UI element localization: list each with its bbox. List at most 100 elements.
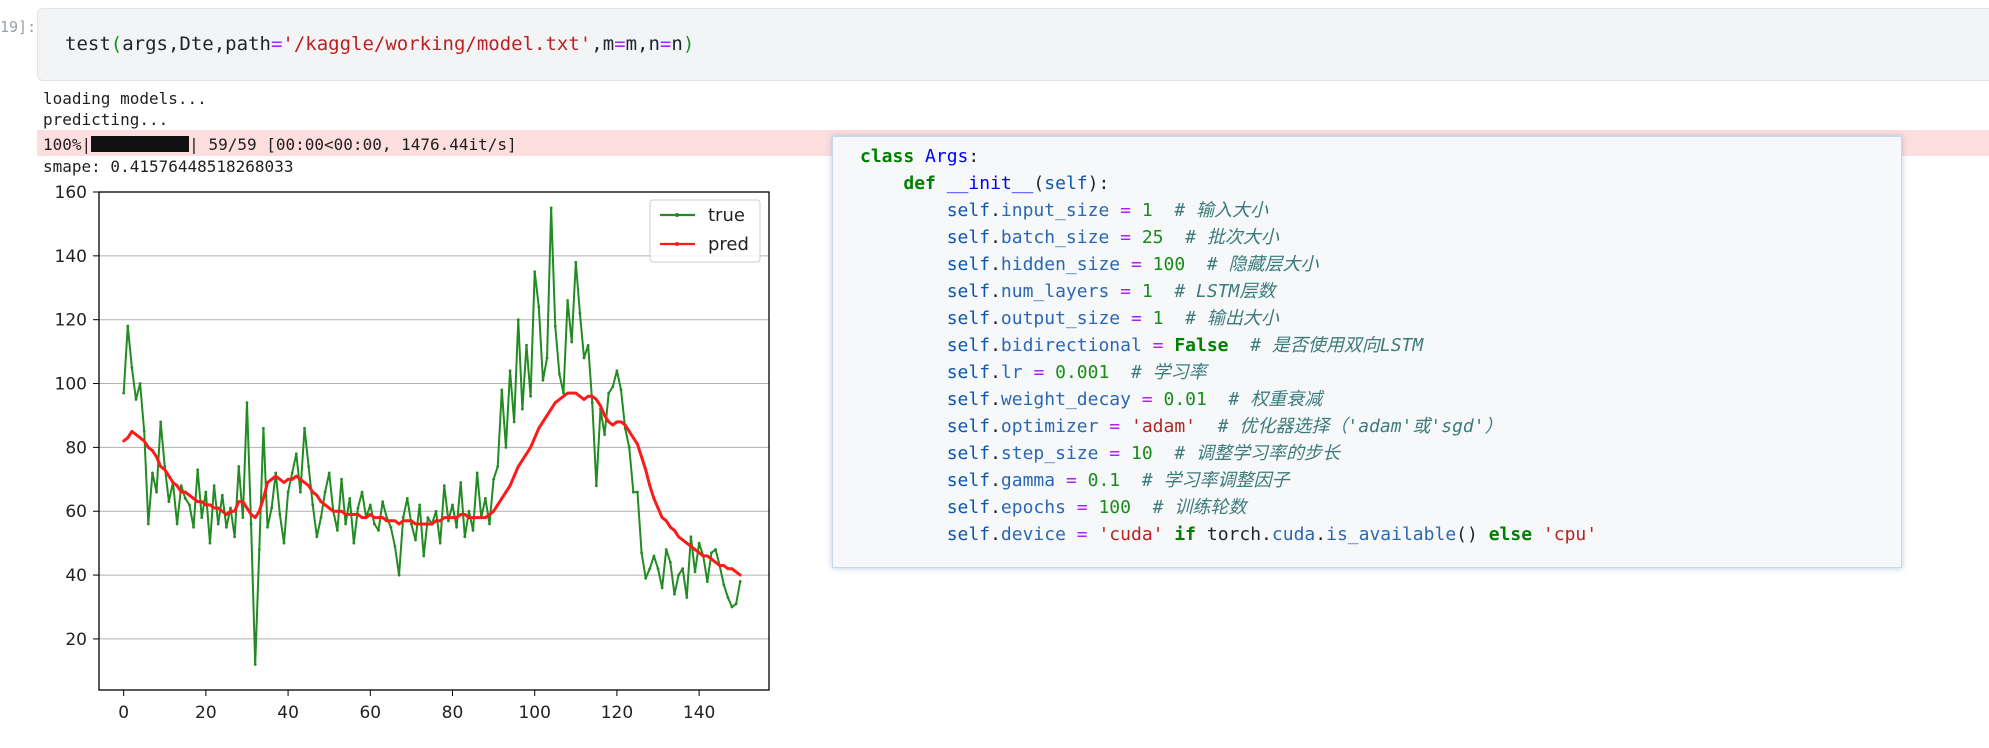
data-point-true xyxy=(385,516,389,520)
data-point-pred xyxy=(545,414,549,417)
data-point-pred xyxy=(738,573,742,577)
plot-frame xyxy=(98,191,770,691)
data-point-true xyxy=(656,567,660,571)
data-point-pred xyxy=(697,551,701,555)
equals-sign: = xyxy=(659,33,672,55)
data-point-pred xyxy=(323,503,327,507)
x-tick-label: 80 xyxy=(442,703,464,723)
data-point-true xyxy=(294,452,298,456)
m-argument: ,m xyxy=(591,33,615,55)
data-point-pred xyxy=(405,519,409,523)
data-point-pred xyxy=(442,516,446,520)
data-point-pred xyxy=(336,509,339,513)
data-point-true xyxy=(188,503,191,507)
data-point-pred xyxy=(603,414,606,417)
data-point-pred xyxy=(488,513,491,516)
data-point-true xyxy=(377,528,380,532)
data-point-true xyxy=(463,535,467,539)
data-point-true xyxy=(594,484,598,488)
y-tick-label: 40 xyxy=(65,566,87,586)
data-point-pred xyxy=(541,420,545,424)
data-point-pred xyxy=(142,439,146,443)
data-point-pred xyxy=(730,567,734,571)
data-point-true xyxy=(471,528,475,532)
code-line-7: self.output_size = 1 # 输出大小 xyxy=(946,308,1279,329)
data-point-pred xyxy=(385,519,389,523)
data-point-pred xyxy=(381,516,385,520)
data-point-pred xyxy=(475,516,479,520)
data-point-pred xyxy=(652,497,656,500)
code-input-cell[interactable]: test(args,Dte,path='/kaggle/working/mode… xyxy=(37,8,1989,81)
data-point-true xyxy=(582,356,586,360)
x-tick-label: 20 xyxy=(195,703,217,723)
data-point-pred xyxy=(229,509,232,513)
code-line-8: self.bidirectional = False # 是否使用双向LSTM xyxy=(946,335,1424,356)
data-point-true xyxy=(615,369,619,373)
data-point-pred xyxy=(319,500,323,504)
data-point-pred xyxy=(714,560,717,564)
data-point-true xyxy=(673,592,676,596)
data-point-true xyxy=(508,369,512,373)
data-point-true xyxy=(245,401,249,405)
function-name: test xyxy=(65,33,111,55)
data-point-pred xyxy=(430,522,434,526)
data-point-true xyxy=(689,535,693,539)
data-point-true xyxy=(225,525,228,529)
data-point-pred xyxy=(533,436,537,440)
data-point-true xyxy=(570,340,574,344)
data-point-pred xyxy=(414,522,417,526)
data-point-true xyxy=(693,570,697,574)
data-point-true xyxy=(179,484,183,488)
data-point-true xyxy=(512,420,516,424)
data-point-pred xyxy=(636,442,639,446)
data-point-pred xyxy=(151,449,154,452)
data-point-true xyxy=(409,522,413,526)
data-point-pred xyxy=(578,394,582,398)
data-point-true xyxy=(401,516,405,520)
data-point-pred xyxy=(459,513,463,516)
data-point-true xyxy=(504,445,508,449)
data-point-true xyxy=(299,490,302,494)
data-point-pred xyxy=(294,474,298,478)
data-point-true xyxy=(557,372,561,376)
data-point-pred xyxy=(245,506,249,510)
data-point-pred xyxy=(553,401,557,405)
data-point-true xyxy=(241,516,245,520)
data-point-true xyxy=(303,426,306,430)
code-line-12: self.step_size = 10 # 调整学习率的步长 xyxy=(946,443,1341,464)
data-point-pred xyxy=(668,525,672,529)
tick-layer: 20 40 60 80 100 120 140 160 0 20 40 60 80 100 120 140 xyxy=(55,183,716,723)
data-point-pred xyxy=(574,391,578,395)
data-point-pred xyxy=(529,445,532,449)
x-tick-label: 40 xyxy=(277,703,299,723)
data-point-true xyxy=(327,471,331,475)
input-code-line: test(args,Dte,path='/kaggle/working/mode… xyxy=(65,33,694,55)
data-point-true xyxy=(393,544,397,548)
data-point-pred xyxy=(463,513,467,516)
data-point-true xyxy=(446,519,450,523)
equals-sign: = xyxy=(270,33,283,55)
data-point-true xyxy=(126,324,130,328)
data-point-pred xyxy=(270,477,274,481)
data-point-pred xyxy=(590,394,594,398)
data-point-pred xyxy=(512,474,516,478)
data-point-pred xyxy=(520,458,524,462)
data-point-true xyxy=(159,420,163,424)
data-point-true xyxy=(722,583,726,587)
legend-true-label: true xyxy=(708,205,745,226)
data-point-true xyxy=(459,481,463,484)
data-point-pred xyxy=(718,564,722,567)
data-point-true xyxy=(208,541,212,545)
data-point-pred xyxy=(451,516,454,520)
code-line-11: self.optimizer = 'adam' # 优化器选择（'adam'或'… xyxy=(946,416,1503,437)
code-line-1: class Args: xyxy=(860,146,980,167)
progress-percent: 100%| xyxy=(43,135,92,154)
path-string: '/kaggle/working/model.txt' xyxy=(282,33,592,55)
data-point-pred xyxy=(644,468,648,472)
data-point-pred xyxy=(200,500,204,504)
data-point-true xyxy=(611,385,615,389)
data-point-true xyxy=(422,554,426,558)
data-point-pred xyxy=(356,513,360,516)
data-point-pred xyxy=(586,394,590,398)
legend-pred-label: pred xyxy=(708,234,749,255)
